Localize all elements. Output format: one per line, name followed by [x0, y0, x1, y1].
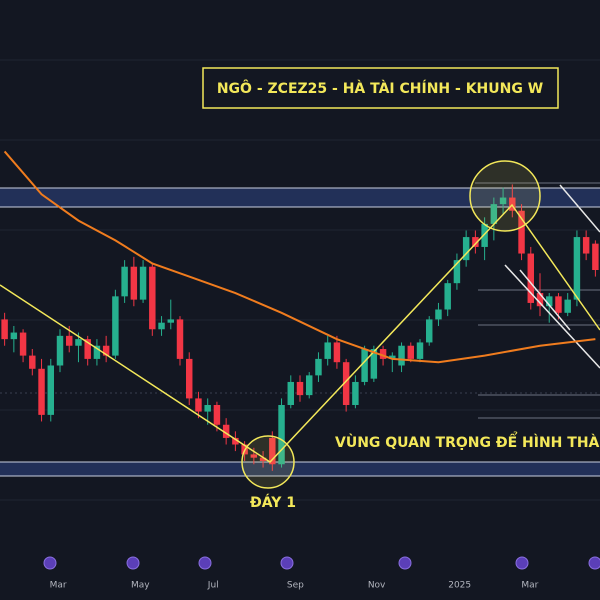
- candle-body: [490, 204, 498, 224]
- candle-body: [1, 319, 8, 340]
- candle-body: [370, 349, 378, 379]
- trend-lines: [0, 160, 600, 489]
- candle-body: [324, 342, 331, 359]
- candle-body: [333, 342, 341, 363]
- x-tick-label: Mar: [50, 581, 67, 591]
- candle-body: [453, 260, 461, 284]
- candle-body: [75, 339, 82, 346]
- candle-body: [269, 437, 276, 465]
- candle-body: [84, 339, 91, 359]
- candle-body: [204, 405, 211, 412]
- candle-body: [361, 349, 368, 382]
- candle-body: [546, 296, 553, 307]
- candle-body: [102, 345, 110, 356]
- candle-body: [592, 243, 599, 270]
- candle-body: [342, 362, 350, 405]
- candle-body: [582, 237, 590, 254]
- candle-body: [158, 322, 165, 330]
- candle-body: [19, 332, 27, 356]
- candle-body: [518, 210, 525, 254]
- candle-body: [287, 381, 294, 405]
- candle-body: [296, 381, 304, 396]
- candle-body: [250, 454, 258, 458]
- candle-body: [564, 299, 571, 313]
- candle-body: [278, 405, 285, 465]
- candle-body: [379, 349, 387, 359]
- candle-body: [435, 309, 442, 320]
- annotation: ĐÁY 1: [250, 494, 296, 511]
- candle-body: [462, 237, 470, 261]
- channel: [504, 184, 600, 369]
- candle-body: [555, 296, 562, 313]
- moving-average: [3, 150, 596, 364]
- candle-body: [38, 368, 45, 415]
- candle-body: [536, 293, 544, 307]
- candle-body: [444, 283, 451, 310]
- candle-body: [10, 332, 18, 340]
- candle-body: [527, 253, 534, 303]
- candle-body: [139, 266, 147, 300]
- candle-body: [398, 345, 405, 366]
- candle-body: [93, 345, 101, 359]
- candle-body: [352, 381, 359, 405]
- x-tick-label: 2025: [448, 581, 471, 591]
- candle-body: [416, 342, 424, 359]
- annotation: VÙNG QUAN TRỌNG ĐỂ HÌNH THÀNH 2: [335, 431, 600, 451]
- candle-body: [481, 223, 488, 247]
- candle-body: [186, 358, 193, 399]
- title-box: [202, 67, 559, 109]
- candle-body: [232, 437, 239, 445]
- candle-body: [176, 319, 184, 359]
- candle-body: [195, 398, 202, 412]
- candle-body: [389, 355, 396, 359]
- candles: [1, 184, 599, 471]
- x-tick-label: Mar: [521, 581, 538, 591]
- candle-body: [29, 355, 36, 369]
- candle-body: [499, 197, 507, 205]
- x-tick-label: May: [131, 581, 150, 591]
- candle-body: [213, 405, 221, 425]
- candle-body: [56, 335, 64, 366]
- candle-body: [47, 365, 54, 415]
- candle-body: [259, 457, 267, 461]
- candle-body: [222, 424, 230, 438]
- candle-body: [112, 296, 119, 356]
- candle-body: [306, 375, 313, 396]
- grid: [0, 59, 600, 501]
- candle-body: [426, 319, 433, 343]
- candle-body: [407, 345, 414, 359]
- candle-body: [573, 237, 581, 300]
- chart-title: NGÔ - ZCEZ25 - HÀ TÀI CHÍNH - KHUNG W: [217, 79, 543, 97]
- event-icons: [43, 556, 600, 570]
- candle-body: [130, 266, 138, 300]
- candle-body: [149, 266, 156, 330]
- x-tick-label: Sep: [287, 581, 304, 591]
- candle-body: [472, 237, 479, 247]
- x-tick-label: Jul: [207, 581, 219, 591]
- candle-body: [121, 266, 128, 297]
- x-tick-label: Nov: [368, 581, 386, 591]
- candle-body: [167, 319, 174, 323]
- candle-body: [315, 358, 322, 376]
- candle-body: [66, 335, 73, 346]
